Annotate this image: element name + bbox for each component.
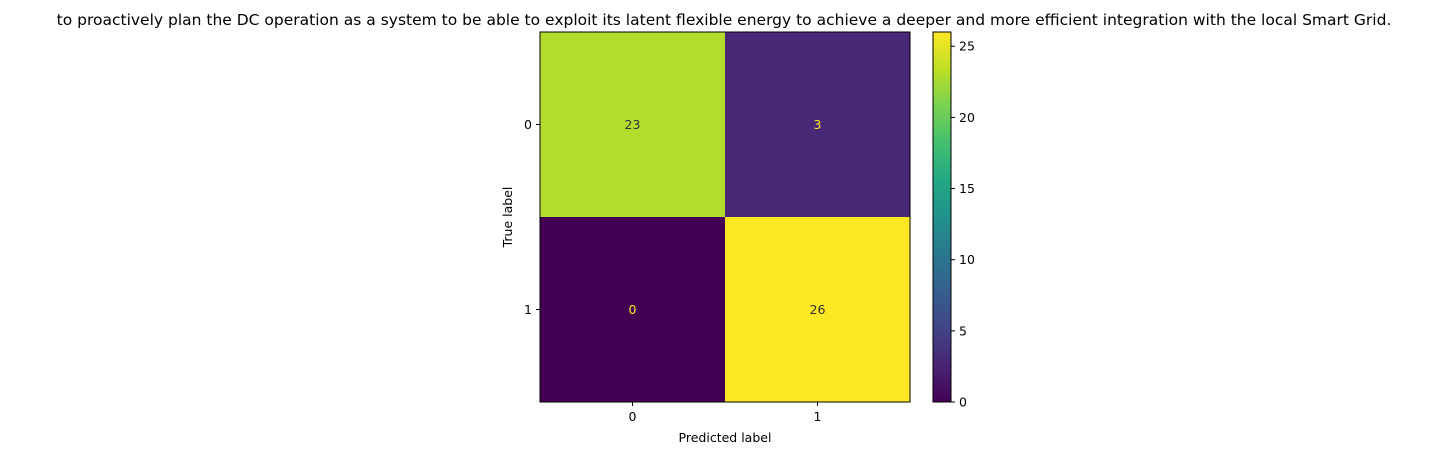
x-axis-label: Predicted label — [679, 430, 772, 445]
matrix-cell — [725, 32, 910, 217]
cell-value-label: 26 — [810, 302, 826, 317]
cell-value-label: 23 — [625, 117, 641, 132]
cell-value-label: 0 — [629, 302, 637, 317]
y-tick-label: 0 — [524, 117, 532, 132]
matrix-cell — [540, 217, 725, 402]
colorbar-tick-label: 0 — [959, 395, 967, 410]
y-axis-label: True label — [500, 187, 515, 249]
matrix-cell — [725, 217, 910, 402]
matrix-cells — [540, 32, 910, 402]
plot-frame — [539, 31, 911, 403]
x-tick-label: 1 — [814, 409, 822, 424]
matrix-cell-values: 23 3 0 26 — [625, 117, 826, 317]
y-axis-ticks: 01 — [524, 117, 540, 317]
colorbar-tick-label: 15 — [959, 181, 975, 196]
cell-value-label: 3 — [814, 117, 822, 132]
x-tick-label: 0 — [629, 409, 637, 424]
colorbar-tick-label: 25 — [959, 39, 975, 54]
colorbar — [932, 31, 952, 403]
colorbar-tick-label: 20 — [959, 110, 975, 125]
colorbar-tick-label: 10 — [959, 252, 975, 267]
matrix-cell — [540, 32, 725, 217]
chart-title: to proactively plan the DC operation as … — [57, 11, 1392, 29]
y-tick-label: 1 — [524, 302, 532, 317]
colorbar-tick-label: 5 — [959, 323, 967, 338]
colorbar-ticks: 0 5 10 15 20 25 — [951, 39, 975, 410]
